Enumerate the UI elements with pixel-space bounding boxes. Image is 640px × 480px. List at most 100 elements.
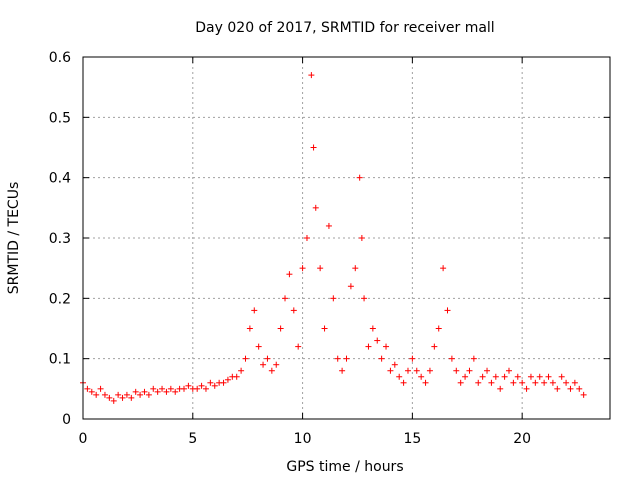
data-point [361,295,368,302]
data-point [115,391,122,398]
data-point [303,235,310,241]
data-point [549,379,556,386]
data-point [536,373,543,380]
data-point [295,343,302,350]
data-point [264,355,271,362]
data-point [457,379,464,386]
data-point [418,373,425,380]
data-point [448,355,455,362]
data-point [181,385,188,392]
data-point [343,355,350,362]
data-point [466,367,473,374]
data-point [194,385,201,392]
data-point [396,373,403,380]
data-point [580,391,587,398]
data-point [505,367,512,374]
x-tick-label: 5 [188,431,197,447]
data-point [488,379,495,386]
data-point [123,391,130,398]
data-point [479,373,486,380]
data-point [273,361,280,368]
data-point [154,388,161,395]
data-point [501,373,508,380]
data-point [299,265,306,272]
data-point [268,367,275,374]
y-tick-label: 0.3 [49,231,71,247]
data-point [251,307,258,314]
data-point [220,379,227,386]
data-point [527,373,534,380]
data-point [383,343,390,350]
data-point [198,382,205,389]
data-points [80,72,587,404]
data-point [290,307,297,314]
axis-ticks: 0 5 10 15 20 0 0.1 0.2 0.3 0.4 0.5 0.6 [49,50,610,447]
data-point [255,343,262,350]
x-tick-label: 10 [294,431,312,447]
data-point [150,385,157,392]
data-point [440,265,447,272]
data-point [426,367,433,374]
data-point [128,394,135,401]
y-axis-label: SRMTID / TECUs [6,182,22,295]
data-point [159,385,166,392]
data-point [400,379,407,386]
data-point [110,397,117,404]
data-point [558,373,565,380]
data-point [484,367,491,374]
data-point [462,373,469,380]
data-point [356,174,363,181]
grid [83,56,610,419]
data-point [317,265,324,272]
data-point [321,325,328,332]
data-point [422,379,429,386]
data-point [277,325,284,332]
data-point [519,379,526,386]
data-point [312,204,319,211]
data-point [339,367,346,374]
data-point [365,343,372,350]
chart-title: Day 020 of 2017, SRMTID for receiver mal… [195,20,494,36]
data-point [514,373,521,380]
data-point [369,325,376,332]
data-point [404,367,411,374]
data-point [571,379,578,386]
data-point [224,376,231,383]
data-point [444,307,451,314]
data-point [145,391,152,398]
data-point [374,337,381,344]
data-point [211,382,218,389]
data-point [163,388,170,395]
data-point [453,367,460,374]
data-point [308,72,315,79]
data-point [238,367,245,374]
data-point [347,283,354,290]
data-point [185,382,192,389]
data-point [119,394,126,401]
x-tick-label: 20 [513,431,531,447]
data-point [409,355,416,362]
data-point [242,355,249,362]
y-tick-label: 0.1 [49,352,71,368]
data-point [470,355,477,362]
data-point [141,388,148,395]
data-point [106,394,113,401]
y-tick-label: 0.2 [49,291,71,307]
data-point [541,379,548,386]
data-point [413,367,420,374]
data-point [137,391,144,398]
data-point [554,385,561,392]
data-point [207,379,214,386]
data-point [167,385,174,392]
y-tick-label: 0.6 [49,50,71,66]
data-point [202,385,209,392]
data-point [475,379,482,386]
data-point [532,379,539,386]
data-point [545,373,552,380]
data-point [563,379,570,386]
data-point [246,325,253,332]
data-point [88,388,95,395]
data-point [233,373,240,380]
